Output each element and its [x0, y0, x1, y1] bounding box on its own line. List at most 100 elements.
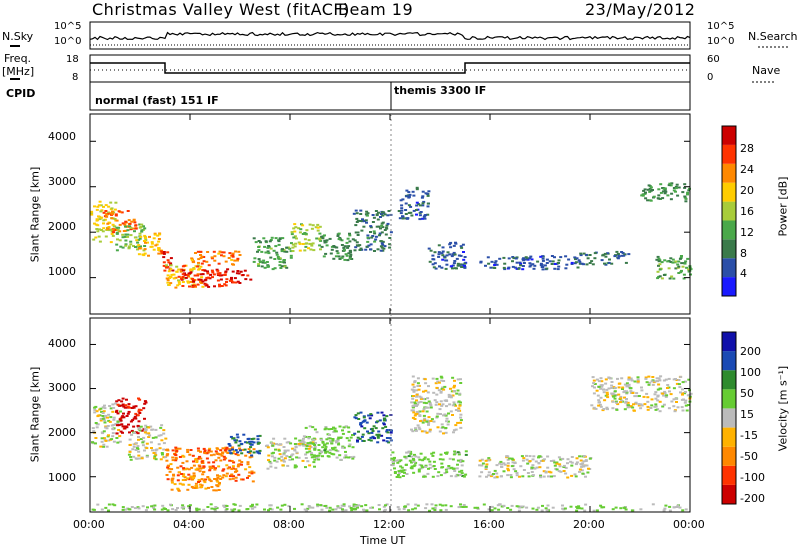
power-cell [655, 258, 659, 261]
velocity-cell [213, 478, 217, 480]
velocity-cell [553, 464, 557, 467]
velocity-ytick-3000: 3000 [48, 381, 76, 394]
power-cell [529, 264, 533, 267]
velocity-cell [216, 476, 220, 479]
velocity-cell [458, 404, 462, 407]
velocity-cell [600, 506, 604, 509]
velocity-cell [502, 462, 506, 465]
power-cell [100, 229, 103, 231]
power-cell [97, 215, 101, 218]
velocity-cell [179, 465, 183, 468]
velocity-cell [100, 508, 104, 511]
power-cell [556, 268, 560, 271]
xtick-0400: 04:00 [173, 518, 205, 531]
velocity-cell [382, 423, 386, 426]
power-cell [334, 255, 338, 258]
velocity-cell [235, 439, 238, 442]
power-cell [323, 239, 327, 242]
velocity-cell [331, 439, 335, 442]
power-cell [207, 285, 211, 288]
power-cell [338, 237, 342, 239]
power-cell [677, 272, 681, 274]
velocity-cell [137, 408, 141, 411]
power-cell [348, 234, 352, 237]
velocity-cell [263, 508, 266, 511]
velocity-cell [247, 448, 251, 451]
velocity-cell [225, 508, 229, 511]
power-cell [557, 265, 561, 268]
velocity-cell [408, 459, 412, 462]
power-cell [156, 234, 160, 237]
power-cell [111, 228, 115, 231]
velocity-cell [234, 453, 238, 456]
velocity-cell [635, 392, 639, 395]
velocity-cell [195, 461, 199, 463]
power-cell [267, 245, 271, 247]
power-cell [328, 237, 332, 240]
velocity-cell [623, 396, 626, 399]
velocity-cell [424, 464, 428, 467]
velocity-cell [457, 400, 461, 403]
power-cell [257, 246, 261, 248]
velocity-cell [427, 400, 431, 403]
noise-right-tick-top: 10^5 [707, 21, 735, 32]
power-cell [180, 277, 183, 280]
power-cell [658, 263, 662, 266]
velocity-cell [519, 465, 523, 468]
velocity-cell [227, 443, 231, 445]
velocity-cell [464, 473, 468, 476]
velocity-cell [438, 458, 442, 461]
power-cell [107, 205, 111, 208]
velocity-cell [159, 458, 163, 461]
power-cell [186, 274, 190, 277]
velocity-cell [507, 469, 510, 472]
velocity-cell [397, 459, 401, 462]
velocity-cell [208, 478, 212, 481]
velocity-cell [451, 414, 454, 416]
power-cell [486, 256, 490, 259]
velocity-cell [562, 466, 566, 468]
velocity-cell [268, 460, 272, 463]
velocity-cell [313, 428, 317, 431]
power-cell [111, 234, 115, 237]
velocity-cell [269, 462, 273, 465]
velocity-cell [240, 442, 244, 445]
velocity-cell [239, 478, 243, 481]
velocity-cell [391, 451, 395, 454]
power-cell [355, 241, 359, 244]
velocity-cell [228, 478, 232, 481]
velocity-cell [281, 464, 285, 467]
power-cell [450, 265, 453, 268]
power-cell [160, 250, 164, 253]
power-cell [608, 258, 611, 261]
velocity-cell [359, 411, 363, 414]
velocity-cell [335, 441, 338, 444]
velocity-cell [575, 461, 579, 464]
velocity-cell [541, 504, 544, 507]
velocity-cell [336, 505, 340, 508]
velocity-cell [520, 505, 524, 508]
velocity-cell [301, 440, 305, 443]
velocity-cell [610, 384, 614, 387]
velocity-cell [434, 403, 438, 406]
power-cell [378, 232, 382, 235]
velocity-cell [250, 505, 254, 508]
power-cell [181, 281, 185, 283]
power-cell [123, 235, 127, 238]
velocity-cell [612, 386, 616, 389]
velocity-cell [290, 454, 293, 457]
velocity-cell [657, 383, 661, 386]
velocity-cell [505, 455, 509, 458]
power-cell [657, 264, 660, 267]
velocity-cell [361, 433, 365, 436]
velocity-cell [508, 457, 512, 460]
velocity-cell [174, 509, 178, 511]
power-cell [253, 257, 257, 260]
vel-cb-title: Velocity [m s⁻¹] [776, 365, 790, 452]
power-cell [180, 268, 184, 271]
power-cell [662, 274, 666, 276]
velocity-cell [139, 438, 143, 441]
velocity-cell [181, 504, 185, 507]
velocity-cell [213, 508, 217, 511]
velocity-cell [584, 503, 588, 506]
